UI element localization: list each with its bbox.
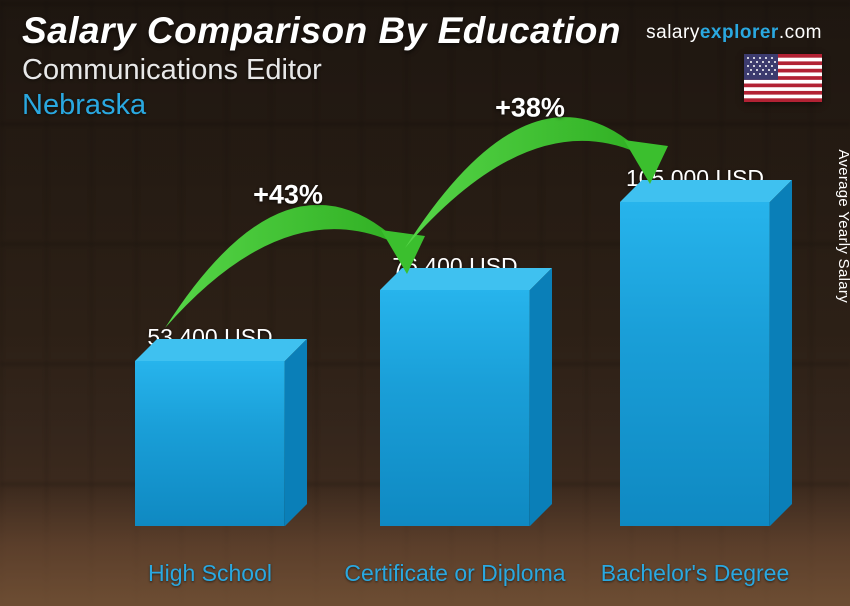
bar-category-label: Certificate or Diploma: [340, 560, 570, 586]
brand-accent: explorer: [700, 22, 779, 43]
bar-category-label: High School: [95, 560, 325, 586]
bar-slot: 53,400 USD: [135, 361, 285, 526]
bar-3d: [620, 202, 770, 526]
bar-3d: [380, 290, 530, 526]
infographic-root: Salary Comparison By Education Communica…: [0, 0, 850, 606]
brand-prefix: salary: [646, 22, 700, 43]
bar-side-face: [770, 180, 792, 526]
bar-top-face: [380, 268, 552, 290]
bar-category-label: Bachelor's Degree: [580, 560, 810, 586]
bar-chart: 53,400 USD High School 76,400 USD Certifica…: [60, 150, 790, 586]
bar-front-face: [380, 290, 530, 526]
growth-percent-badge: +43%: [253, 180, 323, 211]
y-axis-label: Average Yearly Salary: [836, 149, 850, 303]
bar-slot: 76,400 USD: [380, 290, 530, 526]
bar-side-face: [285, 339, 307, 526]
bar-front-face: [135, 361, 285, 526]
bar-front-face: [620, 202, 770, 526]
growth-percent-badge: +38%: [495, 93, 565, 124]
bar-3d: [135, 361, 285, 526]
bar-top-face: [135, 339, 307, 361]
bar-top-face: [620, 180, 792, 202]
brand-suffix: .com: [779, 22, 822, 43]
brand-logo: salaryexplorer.com: [646, 22, 822, 44]
us-flag-icon: [744, 54, 822, 102]
bar-slot: 105,000 USD: [620, 202, 770, 526]
brand-block: salaryexplorer.com: [646, 22, 822, 102]
bar-side-face: [530, 268, 552, 526]
